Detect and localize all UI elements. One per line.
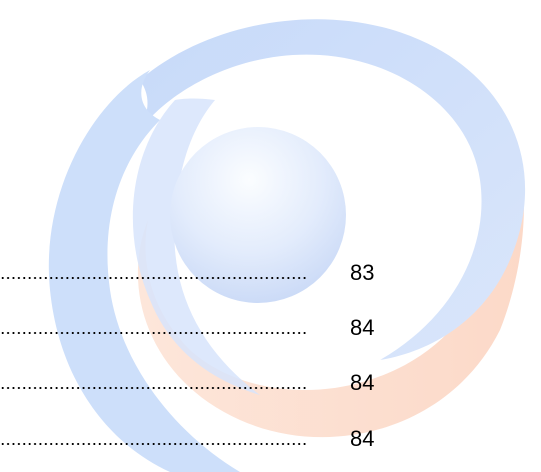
toc-dot-leader (0, 332, 307, 334)
toc-dot-leader (0, 277, 307, 279)
toc-entry[interactable]: 83 (0, 258, 400, 288)
toc-page-number: 84 (350, 370, 375, 395)
blue-crescent-shape (132, 98, 260, 395)
blue-arm-shape (48, 70, 240, 472)
sphere-shape (170, 127, 346, 303)
toc-page-number: 83 (350, 260, 375, 285)
toc-page-number: 84 (350, 315, 375, 340)
toc-page-number: 84 (350, 426, 375, 451)
toc-dot-leader (0, 443, 307, 445)
toc-dot-leader (0, 387, 307, 389)
orange-swoosh-shape (137, 175, 524, 438)
toc-entry[interactable]: 84 (0, 424, 400, 454)
toc-entry[interactable]: 84 (0, 368, 400, 398)
toc-entry[interactable]: 84 (0, 313, 400, 343)
